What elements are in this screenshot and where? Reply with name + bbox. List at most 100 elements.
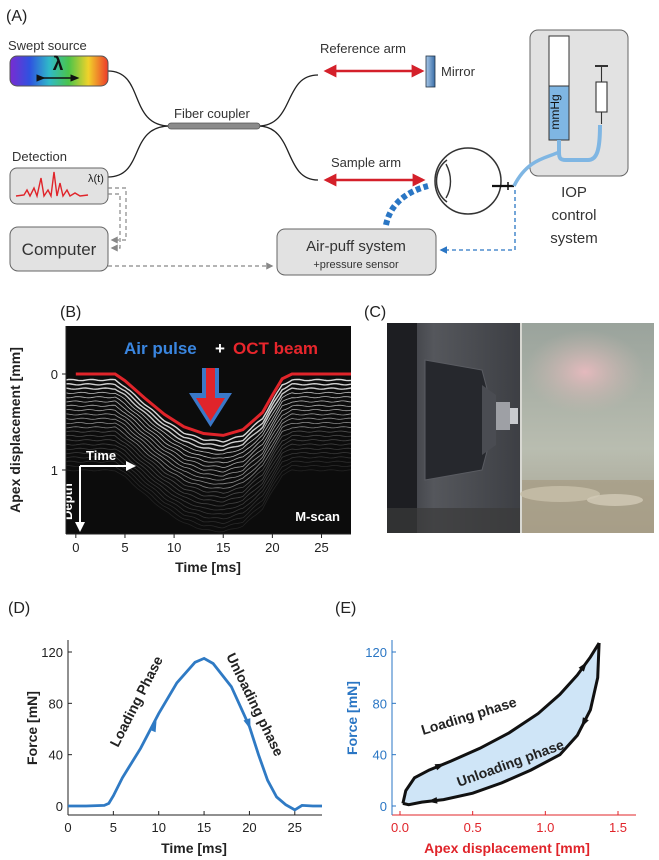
tissue-layer-line	[66, 426, 351, 489]
air-puff-jet	[383, 183, 429, 226]
syringe-icon	[595, 65, 608, 124]
detection-spectrum	[15, 171, 89, 199]
tissue-layer-line	[66, 387, 351, 452]
loading-phase-label: Loading Phase	[106, 653, 166, 749]
chart-e-y-tick-label: 0	[380, 799, 387, 814]
unloading-direction-arrow	[243, 718, 251, 730]
chart-b-y-tick-label: 1	[51, 463, 58, 478]
tissue-layer-line	[66, 439, 351, 503]
chart-d-y-tick-label: 40	[49, 748, 63, 763]
chart-b-title-air-pulse: Air pulse	[124, 339, 197, 358]
air-puff-box	[276, 228, 437, 276]
chart-d-ylabel: Force [mN]	[24, 691, 40, 765]
chart-b-x-tick-label: 5	[121, 540, 128, 555]
lambda-t-label: λ(t)	[88, 173, 104, 185]
chart-e-xlabel: Apex displacement [mm]	[424, 840, 590, 856]
depth-arrow-label: Depth	[60, 483, 75, 520]
apex-displacement-curve	[75, 372, 351, 437]
chart-d-y-tick-label: 80	[49, 696, 63, 711]
tissue-layer-line	[66, 391, 351, 455]
iop-control-box	[529, 29, 629, 177]
air-oct-arrow	[189, 368, 232, 427]
tissue-layer-line	[66, 469, 351, 533]
chart-b-title: Air pulse + OCT beam	[124, 339, 318, 358]
tissue-layer-line	[66, 447, 351, 511]
tissue-layer-line	[66, 409, 351, 473]
iop-feedback-line	[439, 190, 516, 254]
chart-d-x-tick-label: 15	[197, 820, 211, 835]
chart-d-axes: 0 5 10 15 20 25 0 40 80 120	[41, 640, 322, 835]
unloading-curve	[402, 642, 601, 807]
chart-d-x-tick-label: 10	[151, 820, 165, 835]
signal-lines	[108, 187, 274, 270]
chart-d-xlabel: Time [ms]	[161, 840, 227, 856]
tissue-layer-line	[66, 430, 351, 494]
panel-e-label: (E)	[335, 600, 356, 617]
panel-b-label: (B)	[60, 304, 81, 321]
chart-b-x-tick-label: 25	[314, 540, 328, 555]
chart-b-x-tick-label: 0	[72, 540, 79, 555]
eye-icon	[434, 147, 514, 215]
swept-source-box	[9, 55, 109, 87]
iop-label-line1: IOP	[561, 184, 587, 201]
air-puff-label: Air-puff system	[306, 238, 406, 255]
sample-arm-label: Sample arm	[331, 155, 401, 170]
chart-d-x-tick-label: 0	[64, 820, 71, 835]
chart-b-y-tick-label: 0	[51, 367, 58, 382]
mscan-label: M-scan	[295, 509, 340, 524]
time-arrow-label: Time	[86, 448, 116, 463]
computer-label: Computer	[22, 240, 97, 259]
loading-phase-label-e: Loading phase	[419, 694, 518, 738]
device-photo	[387, 323, 654, 533]
mmhg-label: mmHg	[548, 94, 562, 129]
hysteresis-area	[402, 643, 600, 805]
mirror	[425, 55, 436, 88]
hysteresis-arrow	[434, 763, 446, 771]
fiber-lines	[107, 70, 319, 181]
tissue-layer-line	[66, 417, 351, 481]
tissue-layer-line	[66, 452, 351, 515]
loading-curve	[401, 642, 601, 804]
chart-e-x-tick-label: 1.0	[536, 820, 554, 835]
hysteresis-arrow	[427, 797, 438, 804]
fiber-coupler-bar	[167, 122, 261, 130]
computer-box	[9, 226, 109, 272]
chart-d-y-tick-label: 120	[41, 645, 63, 660]
tissue-layer-line	[66, 382, 351, 448]
iop-tube-to-eye	[512, 150, 560, 187]
tissue-layer-line	[66, 434, 351, 499]
chart-b-x-tick-label: 10	[167, 540, 181, 555]
chart-b-x-tick-label: 20	[265, 540, 279, 555]
force-time-curve	[68, 656, 322, 812]
reference-arm-label: Reference arm	[320, 41, 406, 56]
chart-e-x-tick-label: 0.0	[391, 820, 409, 835]
panel-d-label: (D)	[8, 600, 30, 617]
chart-d-y-tick-label: 0	[56, 799, 63, 814]
fiber-coupler-label: Fiber coupler	[174, 106, 251, 121]
tissue-layer-line	[66, 443, 351, 507]
iop-tubing	[557, 124, 602, 162]
chart-d-x-tick-label: 20	[242, 820, 256, 835]
chart-d-x-tick-label: 5	[110, 820, 117, 835]
mirror-label: Mirror	[441, 64, 476, 79]
panel-c-label: (C)	[364, 304, 386, 321]
tissue-layer-line	[66, 460, 351, 525]
lambda-symbol: λ	[53, 54, 64, 75]
tissue-layer-line	[66, 378, 351, 443]
chart-e-x-tick-label: 0.5	[464, 820, 482, 835]
panel-c: (C)	[364, 304, 654, 533]
tissue-layer-line	[66, 404, 351, 469]
detection-label: Detection	[12, 149, 67, 164]
tissue-layer-line	[66, 413, 351, 477]
iop-label-line2: control	[551, 207, 596, 224]
chart-b-axes: 0 5 10 15 20 25 0 1	[51, 326, 351, 555]
chart-e-y-tick-label: 120	[365, 645, 387, 660]
panel-a-label: (A)	[6, 8, 27, 25]
swept-source-label: Swept source	[8, 38, 87, 53]
chart-e-axes: 0.0 0.5 1.0 1.5 0 40 80 120	[365, 640, 636, 835]
chart-b-ylabel: Apex displacement [mm]	[7, 347, 23, 513]
chart-e-ylabel: Force [mN]	[344, 681, 360, 755]
